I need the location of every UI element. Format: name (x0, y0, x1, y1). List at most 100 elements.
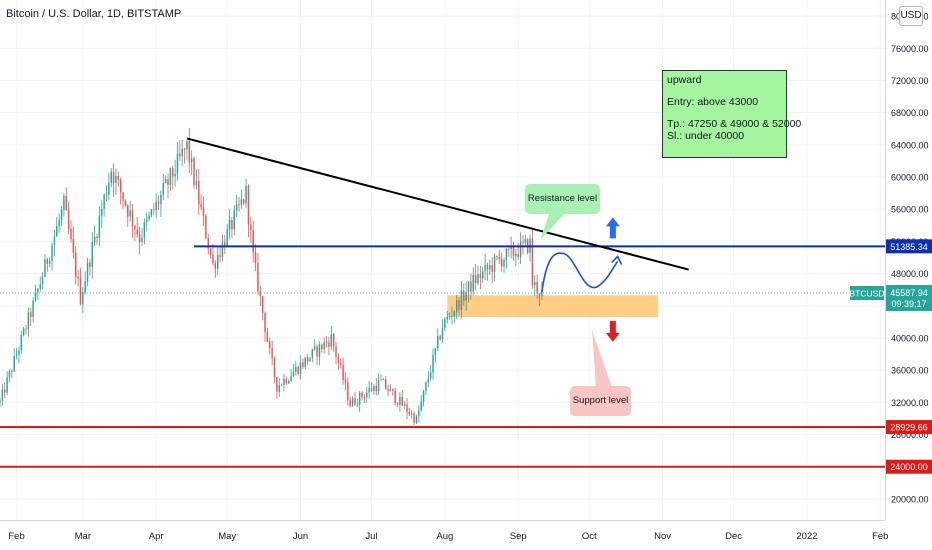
candle-body (134, 225, 136, 230)
candle (358, 390, 361, 413)
candle (351, 396, 354, 407)
candle (344, 372, 347, 391)
price-tick-label: 36000.00 (891, 366, 929, 376)
candle (399, 392, 401, 412)
candle-body (347, 382, 349, 401)
candle-body (91, 242, 94, 267)
candle (451, 306, 453, 325)
candle (481, 266, 484, 284)
time-tick-label: May (218, 531, 236, 542)
candle-body (37, 288, 39, 293)
candle (141, 228, 143, 246)
candle-body (484, 264, 486, 272)
candle-body (53, 236, 56, 246)
note-line-entry: Entry: above 43000 (667, 96, 759, 108)
candle-body (377, 380, 380, 392)
candle (53, 229, 56, 256)
candle (202, 196, 205, 226)
candle-body (451, 316, 453, 317)
candle-body (500, 258, 503, 267)
candle-body (361, 392, 363, 398)
note-line-direction: upward (667, 74, 702, 86)
candle (37, 287, 39, 301)
candle-body (536, 281, 538, 294)
candle-body (148, 215, 150, 220)
candle (247, 184, 250, 238)
candle-body (304, 357, 306, 367)
candle (183, 147, 186, 164)
candle (356, 398, 359, 408)
candle (226, 223, 228, 248)
candle-body (48, 260, 51, 264)
candle (44, 254, 46, 278)
candle (136, 216, 138, 238)
candle-body (242, 199, 245, 204)
candle-body (167, 179, 169, 185)
time-tick-label: Oct (582, 531, 597, 542)
candle (496, 255, 498, 261)
candle-body (446, 317, 448, 320)
price-tick-label: 40000.00 (891, 333, 929, 343)
time-tick-label: Feb (872, 531, 888, 542)
candle (311, 348, 314, 363)
candle (349, 396, 351, 408)
candle-body (498, 257, 501, 259)
candle (515, 248, 517, 267)
candle-body (344, 380, 347, 383)
candle (486, 262, 489, 281)
candle-body (522, 241, 524, 243)
candle-body (474, 275, 477, 284)
candle-body (41, 276, 44, 285)
candle (524, 234, 527, 246)
candle-body (455, 300, 458, 312)
candle-body (20, 334, 23, 351)
candle (67, 201, 70, 235)
candle (354, 391, 356, 407)
candle (131, 204, 134, 238)
candle (332, 332, 335, 352)
candle (413, 411, 415, 425)
candle-body (271, 348, 273, 359)
candle (444, 317, 446, 331)
candle-body (418, 410, 420, 417)
candle-body (444, 319, 446, 329)
candle-body (30, 312, 32, 317)
time-tick-label: Aug (436, 531, 453, 542)
candle (221, 234, 224, 261)
currency-button[interactable]: USD (899, 6, 923, 26)
candle (119, 177, 122, 205)
candle-body (32, 300, 34, 317)
candle-body (143, 222, 146, 238)
candle-body (316, 346, 318, 357)
candle (503, 257, 505, 273)
candle-body (226, 229, 228, 247)
candle-body (174, 173, 176, 177)
candle-body (155, 201, 157, 211)
candle (304, 357, 306, 370)
candle (0, 398, 1, 408)
candle-body (510, 245, 512, 249)
candle-body (290, 376, 292, 381)
candle (58, 213, 60, 233)
candle (441, 319, 444, 343)
candle-body (264, 313, 266, 333)
candle-body (460, 290, 463, 310)
candle (231, 217, 233, 239)
candle-body (117, 176, 120, 180)
candle-body (479, 274, 482, 279)
candle-body (534, 281, 536, 286)
projection-arrowhead (611, 255, 623, 265)
candle-body (11, 370, 13, 372)
candle (6, 371, 8, 396)
candle (112, 163, 115, 197)
candle-body (238, 204, 240, 206)
candle-body (235, 204, 238, 211)
candle-body (108, 182, 110, 195)
candle-body (519, 241, 522, 258)
candle (448, 312, 451, 320)
candle-body (368, 388, 370, 393)
candle (3, 382, 6, 399)
support-callout: Support level (570, 386, 631, 416)
candle (86, 257, 89, 287)
candle (335, 342, 337, 365)
